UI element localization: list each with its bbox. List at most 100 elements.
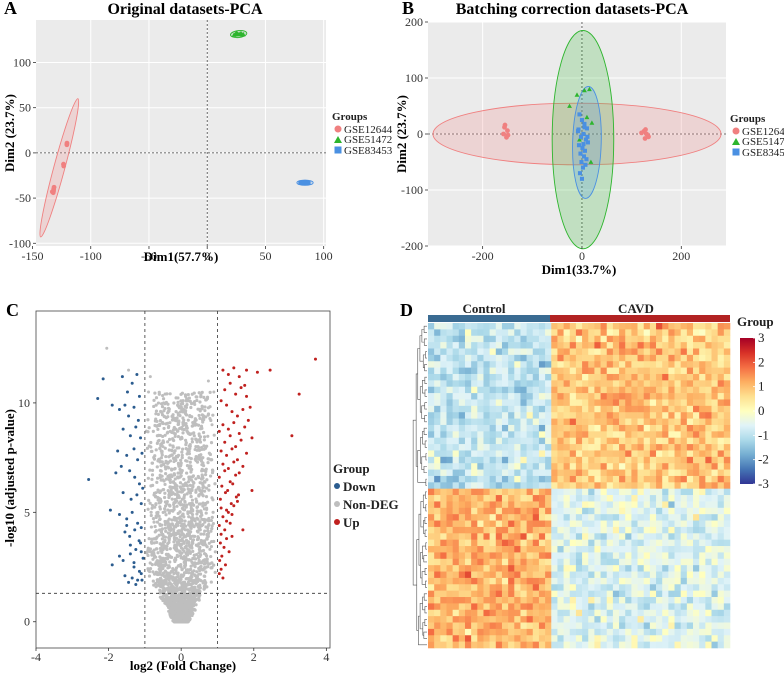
panel-c-legend-key-up xyxy=(334,519,340,525)
panel-d-heatmap-cell xyxy=(631,399,638,407)
panel-d-heatmap-cell xyxy=(538,571,546,579)
panel-d-heatmap-cell xyxy=(532,488,540,496)
panel-d-heatmap-cell xyxy=(428,373,435,381)
panel-d-heatmap-cell xyxy=(693,361,700,368)
panel-d-heatmap-cell xyxy=(668,456,675,464)
panel-d-heatmap-cell xyxy=(606,520,614,528)
panel-c-point-up xyxy=(219,567,223,571)
panel-d-heatmap-cell xyxy=(680,437,688,445)
panel-d-heatmap-cell xyxy=(464,437,472,445)
panel-d-heatmap-cell xyxy=(434,463,441,470)
panel-d-heatmap-cell xyxy=(588,393,595,400)
panel-d-heatmap-cell xyxy=(656,424,663,432)
panel-c-nondeg-point xyxy=(181,407,185,411)
panel-d-heatmap-cell xyxy=(668,444,675,451)
panel-d-heatmap-cell xyxy=(446,475,453,483)
b-x-tick-label: 200 xyxy=(672,249,690,263)
b-y-tick-label: -200 xyxy=(401,239,423,253)
panel-c-nondeg-point xyxy=(179,565,183,569)
panel-d-heatmap-cell xyxy=(619,571,626,579)
panel-d-heatmap-cell xyxy=(514,431,521,439)
panel-d-heatmap-cell xyxy=(471,520,478,528)
panel-c-nondeg-point xyxy=(202,418,206,422)
panel-c-nondeg-point xyxy=(170,453,174,457)
panel-d-heatmap-cell xyxy=(464,424,472,432)
panel-d-heatmap-cell xyxy=(643,495,651,502)
panel-d-heatmap-cell xyxy=(711,463,718,470)
panel-d-heatmap-cell xyxy=(619,393,626,400)
panel-c-nondeg-point xyxy=(182,580,187,585)
panel-c-nondeg-point xyxy=(164,513,168,517)
panel-c-nondeg-point xyxy=(154,570,158,574)
panel-d-heatmap-cell xyxy=(600,552,608,560)
panel-d-heatmap-cell xyxy=(674,335,681,343)
panel-c-nondeg-point xyxy=(183,404,187,409)
panel-c-point-down xyxy=(128,552,132,556)
panel-d-heatmap-cell xyxy=(575,520,583,528)
panel-d-heatmap-cell xyxy=(631,361,638,368)
panel-d-heatmap-cell xyxy=(477,393,484,400)
panel-d-heatmap-cell xyxy=(693,450,700,458)
panel-d-heatmap-cell xyxy=(557,533,564,540)
panel-d-heatmap-cell xyxy=(569,418,577,426)
panel-c-nondeg-point xyxy=(206,529,210,533)
panel-c-nondeg-point xyxy=(184,577,188,581)
panel-d-heatmap-cell xyxy=(649,501,657,509)
panel-d-heatmap-cell xyxy=(520,418,527,426)
panel-d-heatmap-cell xyxy=(680,386,688,394)
panel-d-heatmap-cell xyxy=(612,533,620,540)
panel-d-heatmap-cell xyxy=(686,533,694,540)
panel-c-nondeg-point xyxy=(171,566,175,571)
panel-d-heatmap-cell xyxy=(723,475,731,483)
panel-c-nondeg-point xyxy=(149,440,153,445)
panel-d-heatmap-cell xyxy=(557,495,564,502)
panel-d-heatmap-cell xyxy=(508,431,515,439)
panel-d-heatmap-cell xyxy=(551,348,558,356)
panel-d-heatmap-cell xyxy=(440,495,447,502)
panel-d-heatmap-cell xyxy=(545,393,552,400)
panel-d-heatmap-cell xyxy=(717,565,725,572)
panel-d-heatmap-cell xyxy=(575,367,583,375)
panel-c-nondeg-point xyxy=(148,561,152,565)
panel-d-heatmap-cell xyxy=(649,323,657,330)
panel-d-heatmap-cell xyxy=(569,469,577,477)
panel-d-heatmap-cell xyxy=(619,495,626,502)
panel-d-heatmap-cell xyxy=(668,520,675,528)
panel-d-heatmap-cell xyxy=(545,552,552,560)
panel-d-heatmap-cell xyxy=(520,373,527,381)
panel-c-nondeg-point xyxy=(168,485,172,489)
panel-d-heatmap-cell xyxy=(446,444,453,451)
panel-c-nondeg-point xyxy=(173,556,178,560)
panel-c-nondeg-point xyxy=(153,423,157,428)
panel-d-heatmap-cell xyxy=(723,329,731,337)
b-point-gse83453 xyxy=(576,127,581,132)
panel-d-heatmap-cell xyxy=(545,386,552,394)
panel-d-heatmap-cell xyxy=(631,514,638,521)
panel-d-dendrogram-branch xyxy=(423,593,427,601)
panel-c-nondeg-point xyxy=(164,454,168,459)
panel-d-heatmap-cell xyxy=(446,533,453,540)
panel-d-heatmap-cell xyxy=(693,520,700,528)
panel-d-heatmap-cell xyxy=(594,501,601,509)
panel-d-heatmap-cell xyxy=(452,412,460,419)
panel-d-heatmap-cell xyxy=(625,514,632,521)
panel-d-heatmap-cell xyxy=(428,577,435,585)
panel-c-nondeg-point xyxy=(178,426,182,431)
panel-d-heatmap-cell xyxy=(557,546,564,553)
panel-d-heatmap-cell xyxy=(643,475,651,483)
panel-d-dendrogram-branch xyxy=(419,386,423,413)
panel-c-nondeg-point xyxy=(162,487,166,492)
panel-d-heatmap-cell xyxy=(606,373,614,381)
panel-d-heatmap-cell xyxy=(520,354,527,362)
b-ellipse-gse51472 xyxy=(551,29,615,250)
panel-d-heatmap-cell xyxy=(612,418,620,426)
panel-d-heatmap-cell xyxy=(532,424,540,432)
panel-d-heatmap-cell xyxy=(508,437,515,445)
a-x-tick-label: 100 xyxy=(315,249,333,263)
panel-d-heatmap-cell xyxy=(686,456,694,464)
panel-d-heatmap-cell xyxy=(446,456,453,464)
panel-d-heatmap-cell xyxy=(538,380,546,388)
panel-d-heatmap-cell xyxy=(563,412,571,419)
b-ellipse-gse12644 xyxy=(432,102,722,166)
panel-d-heatmap-cell xyxy=(471,488,478,496)
